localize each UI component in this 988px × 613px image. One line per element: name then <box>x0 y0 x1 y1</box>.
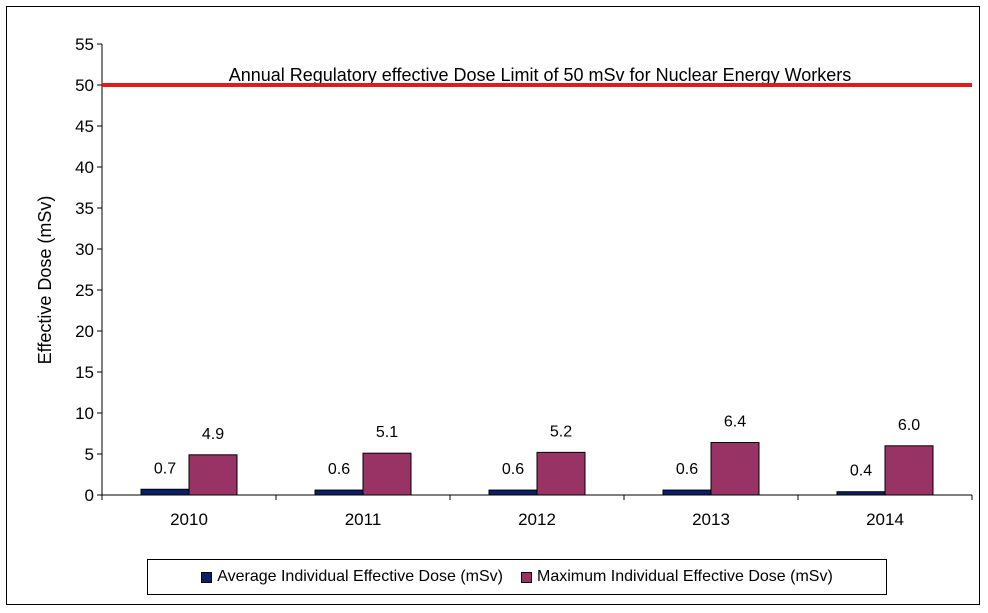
data-label-average: 0.7 <box>154 460 176 477</box>
data-label-maximum: 6.4 <box>724 414 746 431</box>
y-tick-label: 0 <box>85 486 94 505</box>
legend-swatch-maximum <box>520 571 532 583</box>
bar-average <box>140 488 190 496</box>
data-label-maximum: 4.9 <box>202 426 224 443</box>
bar-average <box>836 491 886 496</box>
y-axis-title: Effective Dose (mSv) <box>35 196 55 365</box>
legend-item-maximum: Maximum Individual Effective Dose (mSv) <box>520 568 833 586</box>
y-tick-label: 30 <box>75 240 94 259</box>
y-tick-label: 20 <box>75 322 94 341</box>
legend-item-average: Average Individual Effective Dose (mSv) <box>201 568 503 586</box>
x-tick-label: 2010 <box>170 510 208 529</box>
data-label-average: 0.4 <box>850 463 872 480</box>
x-tick-label: 2014 <box>866 510 904 529</box>
bar-maximum <box>362 452 412 496</box>
y-tick-label: 25 <box>75 281 94 300</box>
data-label-maximum: 5.1 <box>376 424 398 441</box>
chart-frame <box>6 6 980 605</box>
reference-line-label: Annual Regulatory effective Dose Limit o… <box>229 65 852 85</box>
data-label-average: 0.6 <box>676 461 698 478</box>
bar-average <box>314 489 364 496</box>
data-label-maximum: 5.2 <box>550 423 572 440</box>
x-tick-label: 2011 <box>345 510 382 529</box>
legend-swatch-average <box>201 571 213 583</box>
y-tick-label: 10 <box>75 404 94 423</box>
data-label-average: 0.6 <box>328 461 350 478</box>
bar-average <box>662 489 712 496</box>
x-tick-label: 2013 <box>692 510 730 529</box>
bar-maximum <box>884 445 934 496</box>
bar-maximum <box>188 454 238 496</box>
legend: Average Individual Effective Dose (mSv) … <box>147 559 887 595</box>
y-tick-label: 15 <box>75 363 94 382</box>
bar-maximum <box>536 451 586 496</box>
legend-label-maximum: Maximum Individual Effective Dose (mSv) <box>536 568 833 585</box>
x-tick-label: 2012 <box>518 510 556 529</box>
y-tick-label: 55 <box>75 35 94 54</box>
y-tick-label: 45 <box>75 117 94 136</box>
y-tick-label: 5 <box>85 445 94 464</box>
y-tick-label: 50 <box>75 76 94 95</box>
data-label-maximum: 6.0 <box>898 417 920 434</box>
y-tick-label: 35 <box>75 199 94 218</box>
y-tick-label: 40 <box>75 158 94 177</box>
data-label-average: 0.6 <box>502 461 524 478</box>
bar-average <box>488 489 538 496</box>
legend-label-average: Average Individual Effective Dose (mSv) <box>217 568 503 585</box>
bar-maximum <box>710 442 760 496</box>
